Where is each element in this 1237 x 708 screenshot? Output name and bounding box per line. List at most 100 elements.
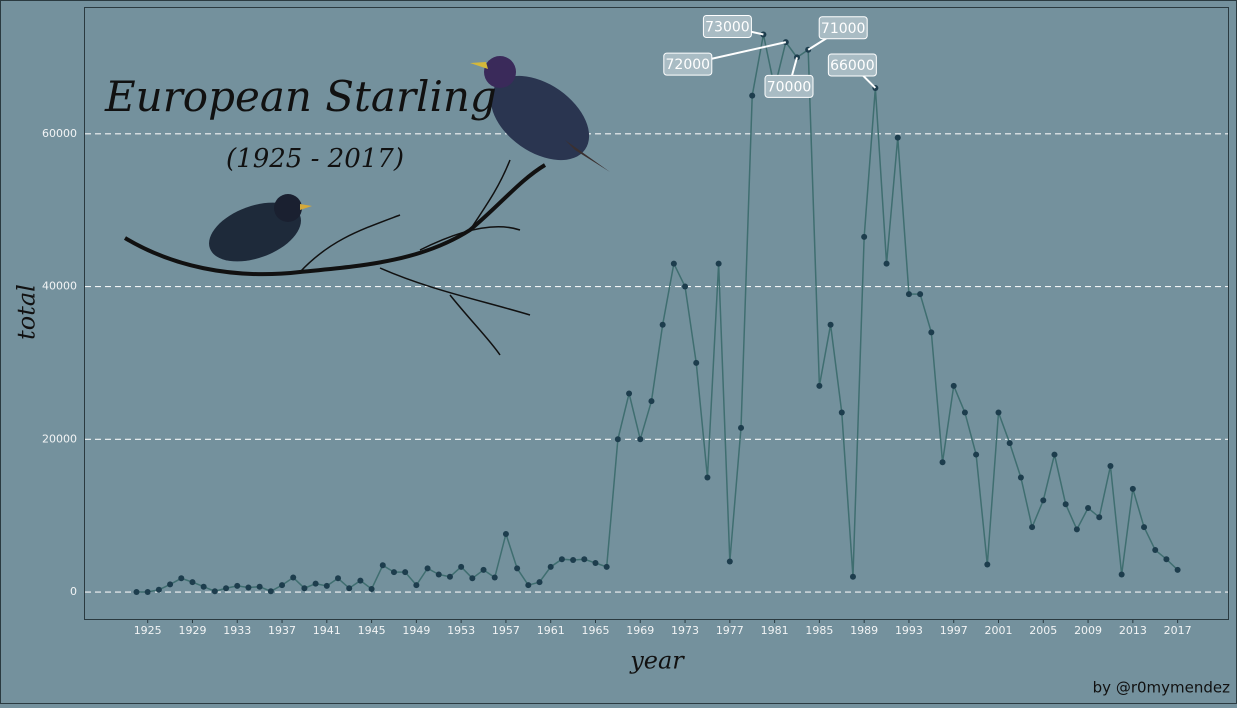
- chart-subtitle: (1925 - 2017): [226, 144, 404, 174]
- data-point: [894, 134, 901, 141]
- data-point: [357, 577, 364, 584]
- twigs: [299, 159, 531, 356]
- data-point: [301, 585, 308, 592]
- data-point: [648, 398, 655, 405]
- data-point: [1029, 524, 1036, 531]
- data-point: [1040, 497, 1047, 504]
- data-point: [883, 260, 890, 267]
- data-point: [1006, 440, 1013, 447]
- annotation-label: 71000: [821, 21, 866, 37]
- data-point: [973, 451, 980, 458]
- annotation-box: [827, 53, 877, 77]
- data-point: [267, 588, 274, 595]
- data-point: [200, 583, 207, 590]
- y-tick-label: 20000: [42, 432, 77, 445]
- data-point: [670, 260, 677, 267]
- data-point: [279, 582, 286, 589]
- data-point: [368, 585, 375, 592]
- data-point: [928, 329, 935, 336]
- data-point: [211, 588, 218, 595]
- branch: [123, 163, 547, 277]
- data-point: [167, 581, 174, 588]
- x-tick-label: 1997: [940, 624, 968, 637]
- data-point: [223, 585, 230, 592]
- data-point: [1152, 547, 1159, 554]
- data-point: [424, 565, 431, 572]
- x-tick-label: 2005: [1029, 624, 1057, 637]
- annotation-box: [663, 52, 713, 76]
- x-tick-label: 1969: [626, 624, 654, 637]
- data-point: [827, 321, 834, 328]
- y-tick-label: 60000: [42, 127, 77, 140]
- grid: [85, 133, 1228, 593]
- data-point: [849, 573, 856, 580]
- data-point: [413, 582, 420, 589]
- data-point: [1118, 571, 1125, 578]
- y-tick-label: 40000: [42, 280, 77, 293]
- data-point: [838, 409, 845, 416]
- x-tick-label: 1937: [268, 624, 296, 637]
- data-point: [245, 584, 252, 591]
- annotation-label: 66000: [830, 58, 875, 74]
- caption: by @r0mymendez: [1093, 679, 1230, 697]
- plot-border: [84, 7, 1229, 620]
- data-point: [379, 562, 386, 569]
- x-tick-label: 2009: [1074, 624, 1102, 637]
- data-point: [570, 556, 577, 563]
- x-tick-label: 1977: [716, 624, 744, 637]
- data-point: [1051, 451, 1058, 458]
- bird-large: [490, 75, 590, 161]
- data-point: [592, 560, 599, 567]
- data-point: [514, 565, 521, 572]
- annotation-label: 73000: [705, 20, 750, 36]
- data-point: [1129, 485, 1136, 492]
- data-point: [558, 556, 565, 563]
- y-axis-label: total: [13, 284, 41, 340]
- annotation-box: [702, 15, 752, 39]
- chart-title: European Starling: [104, 72, 497, 121]
- x-axis-label: year: [629, 647, 685, 675]
- data-point: [435, 571, 442, 578]
- data-point: [917, 291, 924, 298]
- x-tick-label: 1985: [805, 624, 833, 637]
- data-point: [335, 575, 342, 582]
- data-point: [312, 580, 319, 587]
- x-tick-label: 1989: [850, 624, 878, 637]
- x-tick-label: 2013: [1119, 624, 1147, 637]
- data-point: [693, 359, 700, 366]
- data-point: [704, 474, 711, 481]
- data-point: [614, 436, 621, 443]
- x-tick-label: 1953: [447, 624, 475, 637]
- data-line: [136, 34, 1179, 593]
- x-tick-label: 1941: [313, 624, 341, 637]
- data-point: [446, 573, 453, 580]
- data-point: [536, 579, 543, 586]
- data-point: [659, 321, 666, 328]
- x-tick-label: 1949: [402, 624, 430, 637]
- data-point: [390, 569, 397, 576]
- x-tick-label: 1993: [895, 624, 923, 637]
- data-point: [480, 566, 487, 573]
- data-point: [1163, 556, 1170, 563]
- data-point: [581, 556, 588, 563]
- data-point: [603, 563, 610, 570]
- data-point: [816, 382, 823, 389]
- bird-large-tail: [565, 140, 610, 172]
- data-point: [502, 530, 509, 537]
- data-point: [234, 582, 241, 589]
- x-tick-label: 1961: [537, 624, 565, 637]
- data-point: [256, 583, 263, 590]
- data-point: [1017, 474, 1024, 481]
- bird-small-head: [274, 194, 302, 222]
- x-tick-label: 1933: [223, 624, 251, 637]
- x-tick-label: 1973: [671, 624, 699, 637]
- data-point: [726, 558, 733, 565]
- x-tick-label: 1957: [492, 624, 520, 637]
- data-point: [491, 574, 498, 581]
- annotation-box: [764, 74, 814, 98]
- data-point: [323, 582, 330, 589]
- data-point: [1073, 526, 1080, 533]
- x-tick-label: 2017: [1164, 624, 1192, 637]
- data-point: [402, 569, 409, 576]
